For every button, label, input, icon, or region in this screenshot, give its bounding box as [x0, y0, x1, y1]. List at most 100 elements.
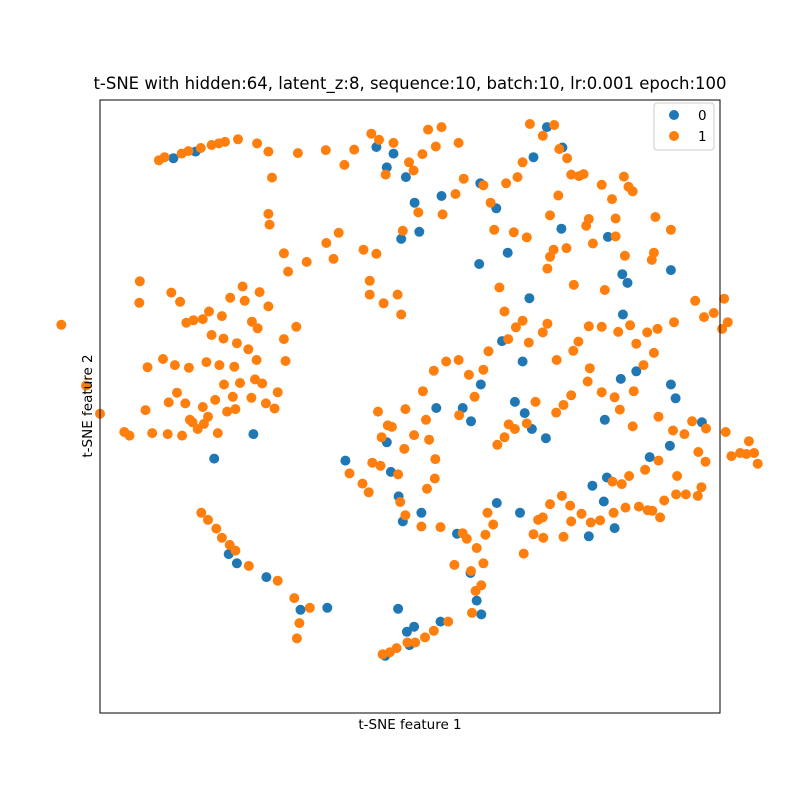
point-class-1	[680, 489, 691, 500]
point-class-0	[475, 379, 486, 390]
point-class-0	[396, 233, 407, 244]
point-class-1	[650, 212, 661, 222]
point-class-1	[197, 402, 208, 412]
point-class-1	[463, 369, 474, 380]
point-class-1	[280, 356, 291, 366]
point-class-0	[295, 604, 306, 615]
point-class-1	[235, 378, 245, 388]
point-class-1	[195, 143, 206, 153]
point-class-1	[204, 306, 214, 317]
point-class-1	[551, 407, 562, 418]
point-class-1	[582, 376, 593, 387]
point-class-1	[458, 173, 469, 184]
point-class-1	[752, 458, 763, 469]
point-class-1	[485, 197, 496, 208]
legend-label-1: 1	[698, 129, 707, 145]
point-class-1	[549, 120, 560, 130]
point-class-1	[376, 432, 387, 443]
point-class-1	[690, 295, 701, 306]
point-class-1	[671, 489, 682, 500]
point-class-1	[142, 362, 153, 373]
point-class-0	[261, 572, 272, 583]
point-class-1	[393, 469, 404, 480]
legend-box	[653, 102, 715, 151]
point-class-1	[237, 281, 248, 292]
point-class-1	[188, 315, 199, 326]
point-class-1	[400, 404, 411, 415]
point-class-1	[363, 487, 374, 498]
point-class-0	[491, 498, 502, 508]
point-class-1	[565, 500, 576, 511]
point-class-1	[453, 137, 464, 148]
point-class-0	[431, 403, 442, 413]
point-class-1	[510, 322, 521, 333]
point-class-1	[554, 144, 565, 154]
point-class-1	[252, 323, 263, 334]
point-class-1	[492, 439, 503, 450]
point-class-1	[545, 499, 555, 510]
point-class-1	[420, 632, 430, 643]
point-class-1	[610, 231, 621, 242]
point-class-1	[134, 276, 145, 287]
point-class-1	[453, 355, 464, 365]
point-class-0	[587, 480, 598, 491]
point-class-1	[620, 502, 631, 513]
point-class-1	[230, 404, 241, 415]
point-class-1	[548, 244, 559, 255]
point-class-1	[428, 365, 439, 376]
point-class-1	[169, 360, 180, 371]
point-class-1	[655, 512, 666, 523]
points-layer	[56, 119, 763, 661]
point-class-1	[627, 421, 638, 432]
point-class-1	[538, 532, 549, 543]
point-class-1	[596, 387, 607, 398]
point-class-1	[211, 523, 222, 534]
point-class-1	[269, 403, 280, 414]
point-class-1	[435, 522, 446, 533]
x-axis-label: t-SNE feature 1	[358, 717, 461, 733]
point-class-1	[610, 213, 621, 224]
point-class-1	[672, 471, 683, 481]
point-class-1	[521, 232, 532, 243]
point-class-0	[599, 414, 610, 425]
point-class-0	[670, 393, 681, 404]
point-class-1	[294, 618, 305, 629]
legend-marker-0	[669, 110, 679, 120]
point-class-1	[263, 301, 274, 312]
point-class-1	[177, 430, 188, 441]
point-class-1	[494, 282, 505, 293]
point-class-1	[373, 406, 383, 417]
point-class-1	[568, 279, 579, 290]
point-class-0	[409, 197, 420, 208]
point-class-1	[578, 169, 589, 180]
point-class-1	[166, 287, 177, 298]
point-class-1	[562, 153, 573, 164]
point-class-1	[364, 275, 375, 286]
point-class-1	[558, 531, 569, 542]
point-class-1	[576, 508, 587, 519]
point-class-1	[216, 311, 227, 322]
point-class-1	[388, 137, 399, 148]
point-class-1	[466, 566, 476, 576]
point-class-1	[693, 447, 704, 457]
point-class-1	[450, 189, 461, 199]
point-class-1	[566, 390, 577, 401]
point-class-0	[401, 626, 412, 637]
point-class-1	[397, 225, 408, 236]
point-class-0	[524, 293, 535, 304]
point-class-1	[583, 214, 594, 224]
point-class-1	[524, 119, 535, 129]
point-class-0	[583, 531, 594, 542]
point-class-1	[568, 345, 579, 356]
point-class-1	[339, 159, 350, 170]
point-class-1	[243, 560, 254, 571]
point-class-1	[613, 326, 624, 337]
point-class-1	[218, 333, 229, 344]
point-class-1	[665, 224, 676, 235]
point-class-1	[467, 607, 477, 618]
point-class-1	[239, 295, 250, 306]
point-class-0	[400, 172, 411, 183]
point-class-1	[216, 532, 227, 543]
point-class-1	[551, 355, 562, 365]
point-class-1	[159, 152, 170, 163]
